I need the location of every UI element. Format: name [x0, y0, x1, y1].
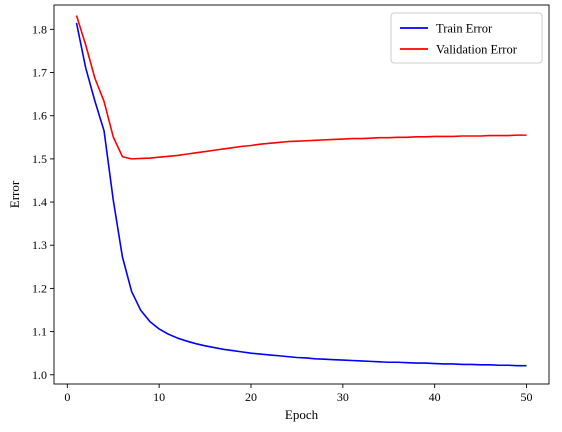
legend: Train Error Validation Error	[390, 12, 543, 64]
y-tick-label: 1.8	[32, 22, 47, 36]
series-line-1	[75, 22, 527, 367]
y-tick-label: 1.1	[32, 325, 47, 339]
series-layer	[75, 15, 527, 367]
x-tick-label: 0	[64, 390, 70, 404]
y-axis: 1.0 1.1 1.2 1.3 1.4 1.5 1.6 1.7 1.8	[32, 22, 54, 382]
x-tick-label: 30	[337, 390, 349, 404]
series-line-2	[75, 15, 527, 160]
y-axis-label: Error	[7, 180, 22, 208]
x-axis: 0 10 20 30 40 50	[64, 384, 533, 404]
x-axis-label: Epoch	[285, 407, 319, 422]
x-tick-label: 20	[245, 390, 257, 404]
y-tick-label: 1.0	[32, 368, 47, 382]
legend-label-2: Validation Error	[436, 43, 518, 57]
y-tick-label: 1.2	[32, 281, 47, 295]
x-tick-label: 40	[429, 390, 441, 404]
y-tick-label: 1.5	[32, 152, 47, 166]
x-tick-label: 50	[521, 390, 533, 404]
legend-items: Train Error Validation Error	[400, 22, 518, 57]
y-tick-label: 1.6	[32, 109, 47, 123]
y-tick-label: 1.3	[32, 238, 47, 252]
axes-frame	[53, 4, 550, 385]
y-tick-label: 1.4	[32, 195, 47, 209]
legend-label-1: Train Error	[436, 22, 493, 36]
y-tick-label: 1.7	[32, 66, 47, 80]
plot-area	[53, 4, 550, 385]
legend-box	[390, 12, 543, 64]
x-tick-label: 10	[153, 390, 165, 404]
